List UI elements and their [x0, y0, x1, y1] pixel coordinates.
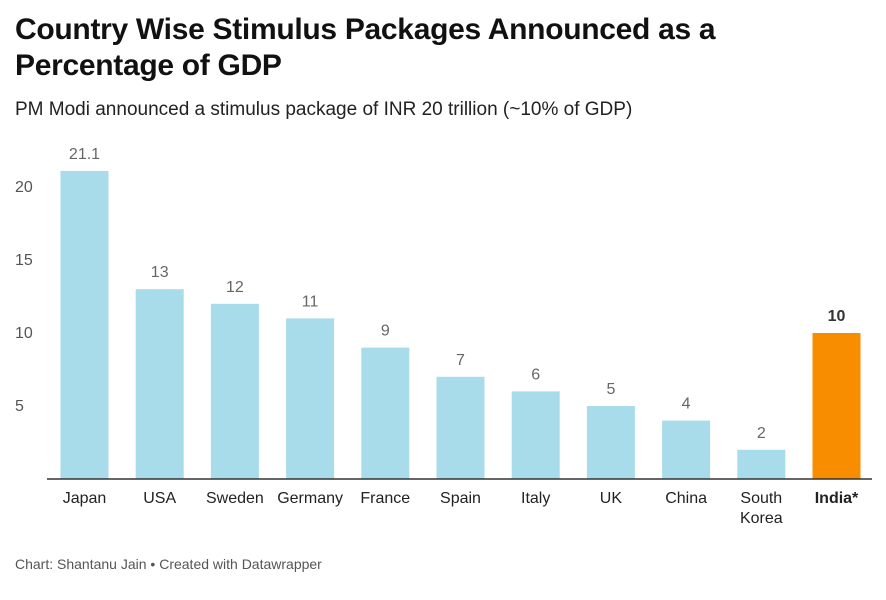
- y-tick-label: 20: [15, 179, 33, 196]
- x-tick-label: South: [740, 490, 782, 507]
- bar: [737, 449, 786, 479]
- data-label: 13: [151, 264, 169, 281]
- y-tick-label: 10: [15, 325, 33, 342]
- bar: [60, 170, 109, 479]
- bar: [286, 318, 335, 479]
- bar: [812, 333, 861, 479]
- y-tick-label: 15: [15, 252, 33, 269]
- x-tick-label: UK: [600, 490, 623, 507]
- chart-footer: Chart: Shantanu Jain • Created with Data…: [15, 556, 322, 572]
- x-tick-label: China: [665, 490, 707, 507]
- data-label: 5: [606, 381, 615, 398]
- bar: [210, 303, 259, 479]
- bar-chart: 5 10 15 20 21.1 Japan 13 USA 12 Sweden 11 Germany 9 F…: [15, 146, 872, 527]
- bar: [361, 347, 410, 479]
- data-label: 9: [381, 323, 390, 340]
- bar: [511, 391, 560, 479]
- bar: [135, 289, 184, 479]
- bar: [586, 406, 635, 479]
- data-label: 6: [531, 366, 540, 383]
- x-tick-label: Germany: [277, 490, 343, 507]
- data-label: 7: [456, 352, 465, 369]
- x-tick-label: India*: [815, 490, 859, 507]
- bar: [436, 376, 485, 479]
- data-label: 4: [682, 396, 691, 413]
- data-label: 21.1: [69, 146, 100, 163]
- x-tick-label: France: [360, 490, 410, 507]
- data-label: 10: [828, 308, 846, 325]
- data-label: 11: [302, 293, 319, 310]
- chart-title: Country Wise Stimulus Packages Announced…: [15, 13, 716, 82]
- bar: [662, 420, 711, 479]
- x-tick-label: Italy: [521, 490, 550, 507]
- data-label: 12: [226, 279, 244, 296]
- x-tick-label: Spain: [440, 490, 481, 507]
- x-tick-label: Japan: [63, 490, 107, 507]
- chart-subtitle: PM Modi announced a stimulus package of …: [15, 99, 633, 120]
- x-tick-label: Sweden: [206, 490, 264, 507]
- x-tick-label: Korea: [740, 510, 783, 527]
- data-label: 2: [757, 425, 766, 442]
- y-tick-label: 5: [15, 398, 24, 415]
- x-tick-label: USA: [143, 490, 176, 507]
